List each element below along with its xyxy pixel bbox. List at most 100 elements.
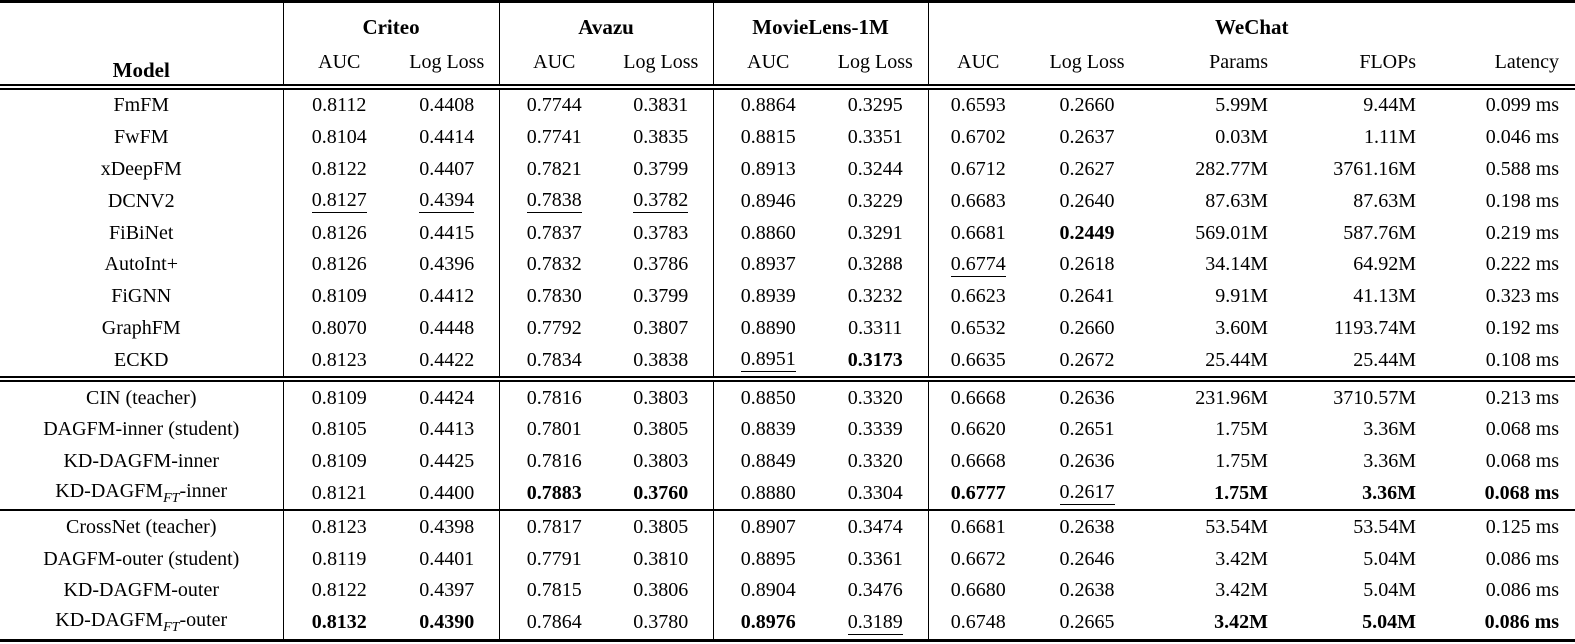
cell-criteo-auc: 0.8104 (282, 121, 395, 154)
cell-avazu-auc: 0.7792 (498, 312, 610, 345)
cell-wechat-flops: 587.76M (1343, 221, 1417, 244)
cell-movielens-auc: 0.8913 (712, 153, 824, 186)
cell-wechat-params: 34.14M (1205, 253, 1269, 276)
model-name: KD-DAGFMFT-inner (55, 479, 228, 506)
cell-criteo-auc: 0.8126 (282, 217, 395, 249)
cell-wechat-params: 53.54M (1146, 509, 1285, 544)
cell-wechat-flops: 41.13M (1353, 285, 1417, 308)
cell-avazu-logloss: 0.3805 (633, 418, 689, 441)
cell-avazu-auc: 0.7817 (498, 509, 610, 544)
cell-wechat-logloss: 0.2665 (1059, 611, 1115, 634)
cell-movielens-auc: 0.8890 (712, 312, 824, 345)
cell-movielens-logloss: 0.3361 (847, 547, 903, 570)
cell-wechat-params: 1.75M (1214, 481, 1269, 504)
cell-avazu-logloss: 0.3831 (633, 94, 689, 117)
cell-movielens-logloss: 0.3244 (847, 157, 903, 180)
cell-criteo-logloss: 0.4398 (395, 509, 500, 544)
cell-movielens-auc: 0.8976 (712, 606, 824, 641)
cell-avazu-logloss: 0.3805 (609, 509, 714, 544)
model-name: KD-DAGFMFT-outer (55, 609, 228, 636)
cell-wechat-flops: 3.36M (1363, 450, 1417, 473)
cell-avazu-logloss: 0.3807 (633, 316, 689, 339)
cell-movielens-logloss: 0.3295 (847, 94, 903, 117)
cell-criteo-auc: 0.8126 (282, 248, 395, 281)
cell-wechat-params: 87.63M (1205, 189, 1269, 212)
cell-avazu-logloss: 0.3803 (609, 376, 714, 414)
cell-wechat-flops: 3.36M (1363, 418, 1417, 441)
cell-avazu-logloss: 0.3786 (633, 253, 689, 276)
cell-criteo-logloss: 0.4422 (419, 348, 475, 371)
cell-wechat-flops: 25.44M (1353, 348, 1417, 371)
cell-criteo-logloss: 0.4448 (419, 316, 475, 339)
cell-wechat-params: 3.42M (1215, 579, 1269, 602)
cell-criteo-auc: 0.8127 (282, 185, 395, 218)
model-name: xDeepFM (100, 157, 182, 180)
col-header-avazu-logloss: Log Loss (609, 41, 714, 90)
cell-wechat-params: 1.75M (1215, 450, 1269, 473)
col-header-criteo-auc: AUC (282, 41, 395, 90)
cell-wechat-latency: 0.213 ms (1432, 376, 1575, 414)
cell-movielens-auc: 0.8895 (712, 543, 824, 575)
col-header-wechat-params: Params (1146, 41, 1285, 90)
cell-avazu-logloss: 0.3806 (633, 579, 689, 602)
cell-criteo-logloss: 0.4390 (419, 611, 475, 634)
cell-wechat-latency: 0.086 ms (1484, 611, 1560, 634)
table-row: KD-DAGFMFT-inner 0.8121 0.4400 0.7883 0.3760… (0, 477, 1575, 511)
cell-avazu-logloss: 0.3780 (633, 611, 689, 634)
cell-avazu-auc: 0.7816 (498, 376, 610, 414)
cell-wechat-flops: 3761.16M (1333, 157, 1417, 180)
cell-wechat-auc: 0.6623 (927, 280, 1029, 313)
cell-wechat-flops: 87.63M (1353, 189, 1417, 212)
table-row: DCNV2 0.8127 0.4394 0.7838 0.3782 0.8946 0.322… (0, 185, 1575, 218)
cell-wechat-params: 3.60M (1215, 316, 1269, 339)
cell-movielens-logloss: 0.3311 (848, 316, 903, 339)
cell-movielens-auc: 0.8904 (712, 574, 824, 607)
cell-wechat-params: 1.75M (1215, 418, 1269, 441)
table-row: FiBiNet 0.8126 0.4415 0.7837 0.3783 0.8860 0.3… (0, 217, 1575, 249)
cell-criteo-logloss: 0.4394 (419, 189, 475, 214)
cell-avazu-auc: 0.7821 (498, 153, 610, 186)
cell-wechat-flops: 3710.57M (1284, 376, 1433, 414)
cell-wechat-logloss: 0.2449 (1059, 221, 1115, 244)
cell-wechat-auc: 0.6748 (927, 606, 1029, 641)
model-name: KD-DAGFM-outer (63, 579, 220, 602)
cell-wechat-flops: 3.36M (1362, 481, 1417, 504)
cell-criteo-auc: 0.8122 (282, 153, 395, 186)
section-outer-distillation: CrossNet (teacher) 0.8123 0.4398 0.7817 0.38… (0, 509, 1575, 641)
cell-wechat-flops: 5.04M (1363, 547, 1417, 570)
cell-wechat-auc: 0.6702 (927, 121, 1029, 154)
cell-avazu-auc: 0.7830 (498, 280, 610, 313)
cell-movielens-logloss: 0.3339 (847, 418, 903, 441)
cell-avazu-logloss: 0.3799 (633, 285, 689, 308)
cell-wechat-logloss: 0.2638 (1028, 509, 1147, 544)
cell-criteo-auc: 0.8119 (282, 543, 395, 575)
cell-movielens-logloss: 0.3173 (847, 348, 903, 371)
cell-criteo-auc: 0.8109 (282, 376, 395, 414)
table-row: ECKD 0.8123 0.4422 0.7834 0.3838 0.8951 0.3173… (0, 344, 1575, 380)
cell-wechat-auc: 0.6683 (927, 185, 1029, 218)
cell-avazu-auc: 0.7838 (498, 185, 610, 218)
cell-movielens-logloss: 0.3474 (823, 509, 929, 544)
col-group-avazu: Avazu (498, 1, 714, 41)
cell-wechat-params: 3.42M (1214, 611, 1269, 634)
cell-wechat-flops: 1.11M (1364, 126, 1417, 149)
cell-wechat-logloss: 0.2640 (1059, 189, 1115, 212)
cell-avazu-auc: 0.7815 (498, 574, 610, 607)
cell-wechat-latency: 0.068 ms (1484, 481, 1560, 504)
cell-wechat-flops: 5.04M (1362, 611, 1417, 634)
metric-header-row: AUC Log Loss AUC Log Loss AUC Log Loss A… (0, 41, 1575, 90)
cell-movielens-auc: 0.8907 (712, 509, 824, 544)
cell-movielens-logloss: 0.3288 (847, 253, 903, 276)
cell-movielens-auc: 0.8849 (712, 445, 824, 478)
cell-wechat-auc: 0.6532 (927, 312, 1029, 345)
col-group-movielens: MovieLens-1M (712, 1, 929, 41)
cell-criteo-logloss: 0.4412 (419, 285, 475, 308)
cell-wechat-params: 282.77M (1195, 157, 1269, 180)
cell-avazu-logloss: 0.3835 (633, 126, 689, 149)
cell-wechat-logloss: 0.2672 (1059, 348, 1115, 371)
model-name: GraphFM (101, 316, 181, 339)
cell-avazu-auc: 0.7744 (498, 87, 610, 122)
cell-wechat-auc: 0.6593 (927, 87, 1029, 122)
cell-criteo-auc: 0.8122 (282, 574, 395, 607)
col-header-wechat-flops: FLOPs (1284, 41, 1433, 90)
